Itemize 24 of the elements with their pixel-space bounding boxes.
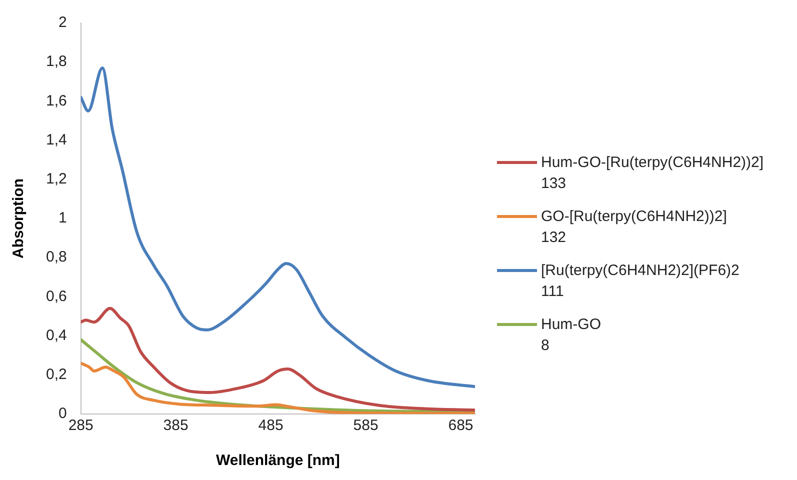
x-axis-title: Wellenlänge [nm] bbox=[216, 452, 340, 470]
y-tick-label: 1 bbox=[58, 210, 67, 227]
line-series bbox=[80, 66, 475, 388]
x-tick-label: 385 bbox=[163, 417, 188, 434]
y-tick-label: 0,4 bbox=[46, 326, 67, 344]
legend-label: [Ru(terpy(C6H4NH2)2](PF6)2 111 bbox=[541, 261, 740, 302]
x-tick-label: 285 bbox=[68, 417, 94, 434]
x-tick-label: 685 bbox=[448, 417, 474, 434]
y-tick-label: 1,8 bbox=[46, 53, 67, 70]
line-series bbox=[80, 306, 475, 412]
y-tick-label: 0 bbox=[58, 405, 67, 422]
y-tick-label: 0,6 bbox=[46, 288, 67, 305]
legend-label: GO-[Ru(terpy(C6H4NH2))2] 132 bbox=[541, 207, 727, 248]
legend-label: Hum-GO-[Ru(terpy(C6H4NH2))2] 133 bbox=[541, 153, 764, 194]
y-axis-title: Absorption bbox=[10, 178, 28, 258]
x-tick-label: 585 bbox=[353, 417, 378, 434]
y-tick-label: 1,4 bbox=[46, 131, 67, 148]
y-tick-label: 0,2 bbox=[46, 366, 67, 384]
x-tick-label: 485 bbox=[258, 417, 284, 434]
y-tick-label: 2 bbox=[58, 14, 67, 32]
y-tick-label: 1,2 bbox=[46, 170, 67, 188]
y-tick-label: 0,8 bbox=[46, 248, 67, 266]
legend-label: Hum-GO 8 bbox=[541, 315, 601, 356]
y-tick-label: 1,6 bbox=[46, 92, 67, 110]
